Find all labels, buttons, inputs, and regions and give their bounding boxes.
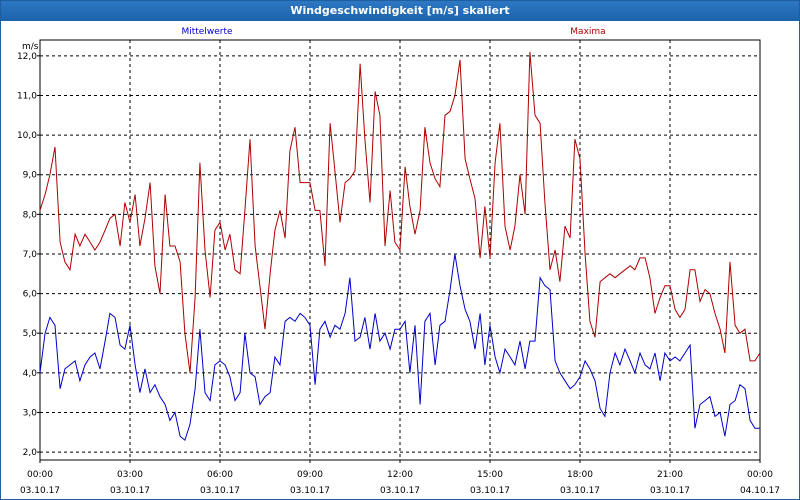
x-tick-time: 00:00 xyxy=(747,470,773,480)
series-lines xyxy=(39,51,761,442)
legend-maxima: Maxima xyxy=(570,27,605,37)
y-tick-label: 4,0 xyxy=(23,369,38,379)
x-tick-date: 03.10.17 xyxy=(650,486,690,496)
series-mittelwerte-line xyxy=(39,253,760,442)
x-tick-time: 06:00 xyxy=(207,470,233,480)
x-tick-date: 03.10.17 xyxy=(290,486,330,496)
y-tick-label: 10,0 xyxy=(17,131,37,141)
x-tick-date: 03.10.17 xyxy=(110,486,150,496)
x-tick-date: 03.10.17 xyxy=(560,486,600,496)
y-tick-label: 12,0 xyxy=(17,52,37,62)
y-tick-label: 3,0 xyxy=(23,408,38,418)
y-tick-label: 6,0 xyxy=(23,290,38,300)
y-tick-label: 11,0 xyxy=(17,91,37,101)
y-tick-label: 8,0 xyxy=(23,210,38,220)
x-tick-date: 03.10.17 xyxy=(200,486,240,496)
window-title: Windgeschwindigkeit [m/s] skaliert xyxy=(1,1,799,21)
x-tick-time: 15:00 xyxy=(477,470,503,480)
y-axis-ticks: 2,0 3,0 4,0 5,0 6,0 7,0 8,0 9,0 10,0 11,0 12,0 xyxy=(17,52,40,458)
x-tick-time: 09:00 xyxy=(297,470,323,480)
y-tick-label: 5,0 xyxy=(23,329,38,339)
legend-mittelwerte: Mittelwerte xyxy=(181,27,232,37)
x-axis-ticks: 00:00 03.10.17 03:00 03.10.17 06:00 03.10.17 0… xyxy=(20,460,780,496)
x-tick-time: 03:00 xyxy=(117,470,143,480)
x-tick-date: 03.10.17 xyxy=(20,486,60,496)
x-tick-date: 03.10.17 xyxy=(380,486,420,496)
x-tick-time: 18:00 xyxy=(567,470,593,480)
y-tick-label: 2,0 xyxy=(23,448,38,458)
x-tick-date: 03.10.17 xyxy=(470,486,510,496)
y-tick-label: 7,0 xyxy=(23,250,38,260)
y-tick-label: 9,0 xyxy=(23,171,38,181)
series-maxima-line xyxy=(39,51,761,373)
y-axis-label: m/s xyxy=(22,42,39,52)
x-tick-time: 00:00 xyxy=(27,470,53,480)
x-tick-time: 12:00 xyxy=(387,470,413,480)
x-tick-date: 04.10.17 xyxy=(740,486,780,496)
x-tick-time: 21:00 xyxy=(657,470,683,480)
